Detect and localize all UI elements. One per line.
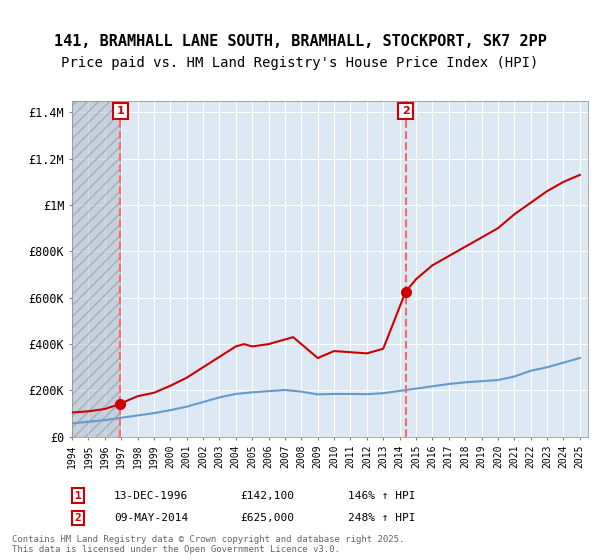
Text: Contains HM Land Registry data © Crown copyright and database right 2025.
This d: Contains HM Land Registry data © Crown c… [12, 535, 404, 554]
Bar [72, 101, 119, 437]
Text: 141, BRAMHALL LANE SOUTH, BRAMHALL, STOCKPORT, SK7 2PP: 141, BRAMHALL LANE SOUTH, BRAMHALL, STOC… [53, 34, 547, 49]
Text: 146% ↑ HPI: 146% ↑ HPI [348, 491, 415, 501]
Text: 2: 2 [74, 513, 82, 523]
Text: Price paid vs. HM Land Registry's House Price Index (HPI): Price paid vs. HM Land Registry's House … [61, 56, 539, 70]
Text: 09-MAY-2014: 09-MAY-2014 [114, 513, 188, 523]
Text: £142,100: £142,100 [240, 491, 294, 501]
Text: 13-DEC-1996: 13-DEC-1996 [114, 491, 188, 501]
Text: £625,000: £625,000 [240, 513, 294, 523]
Text: 248% ↑ HPI: 248% ↑ HPI [348, 513, 415, 523]
Text: 1: 1 [74, 491, 82, 501]
Text: 2: 2 [401, 106, 409, 116]
Text: 1: 1 [116, 106, 124, 116]
